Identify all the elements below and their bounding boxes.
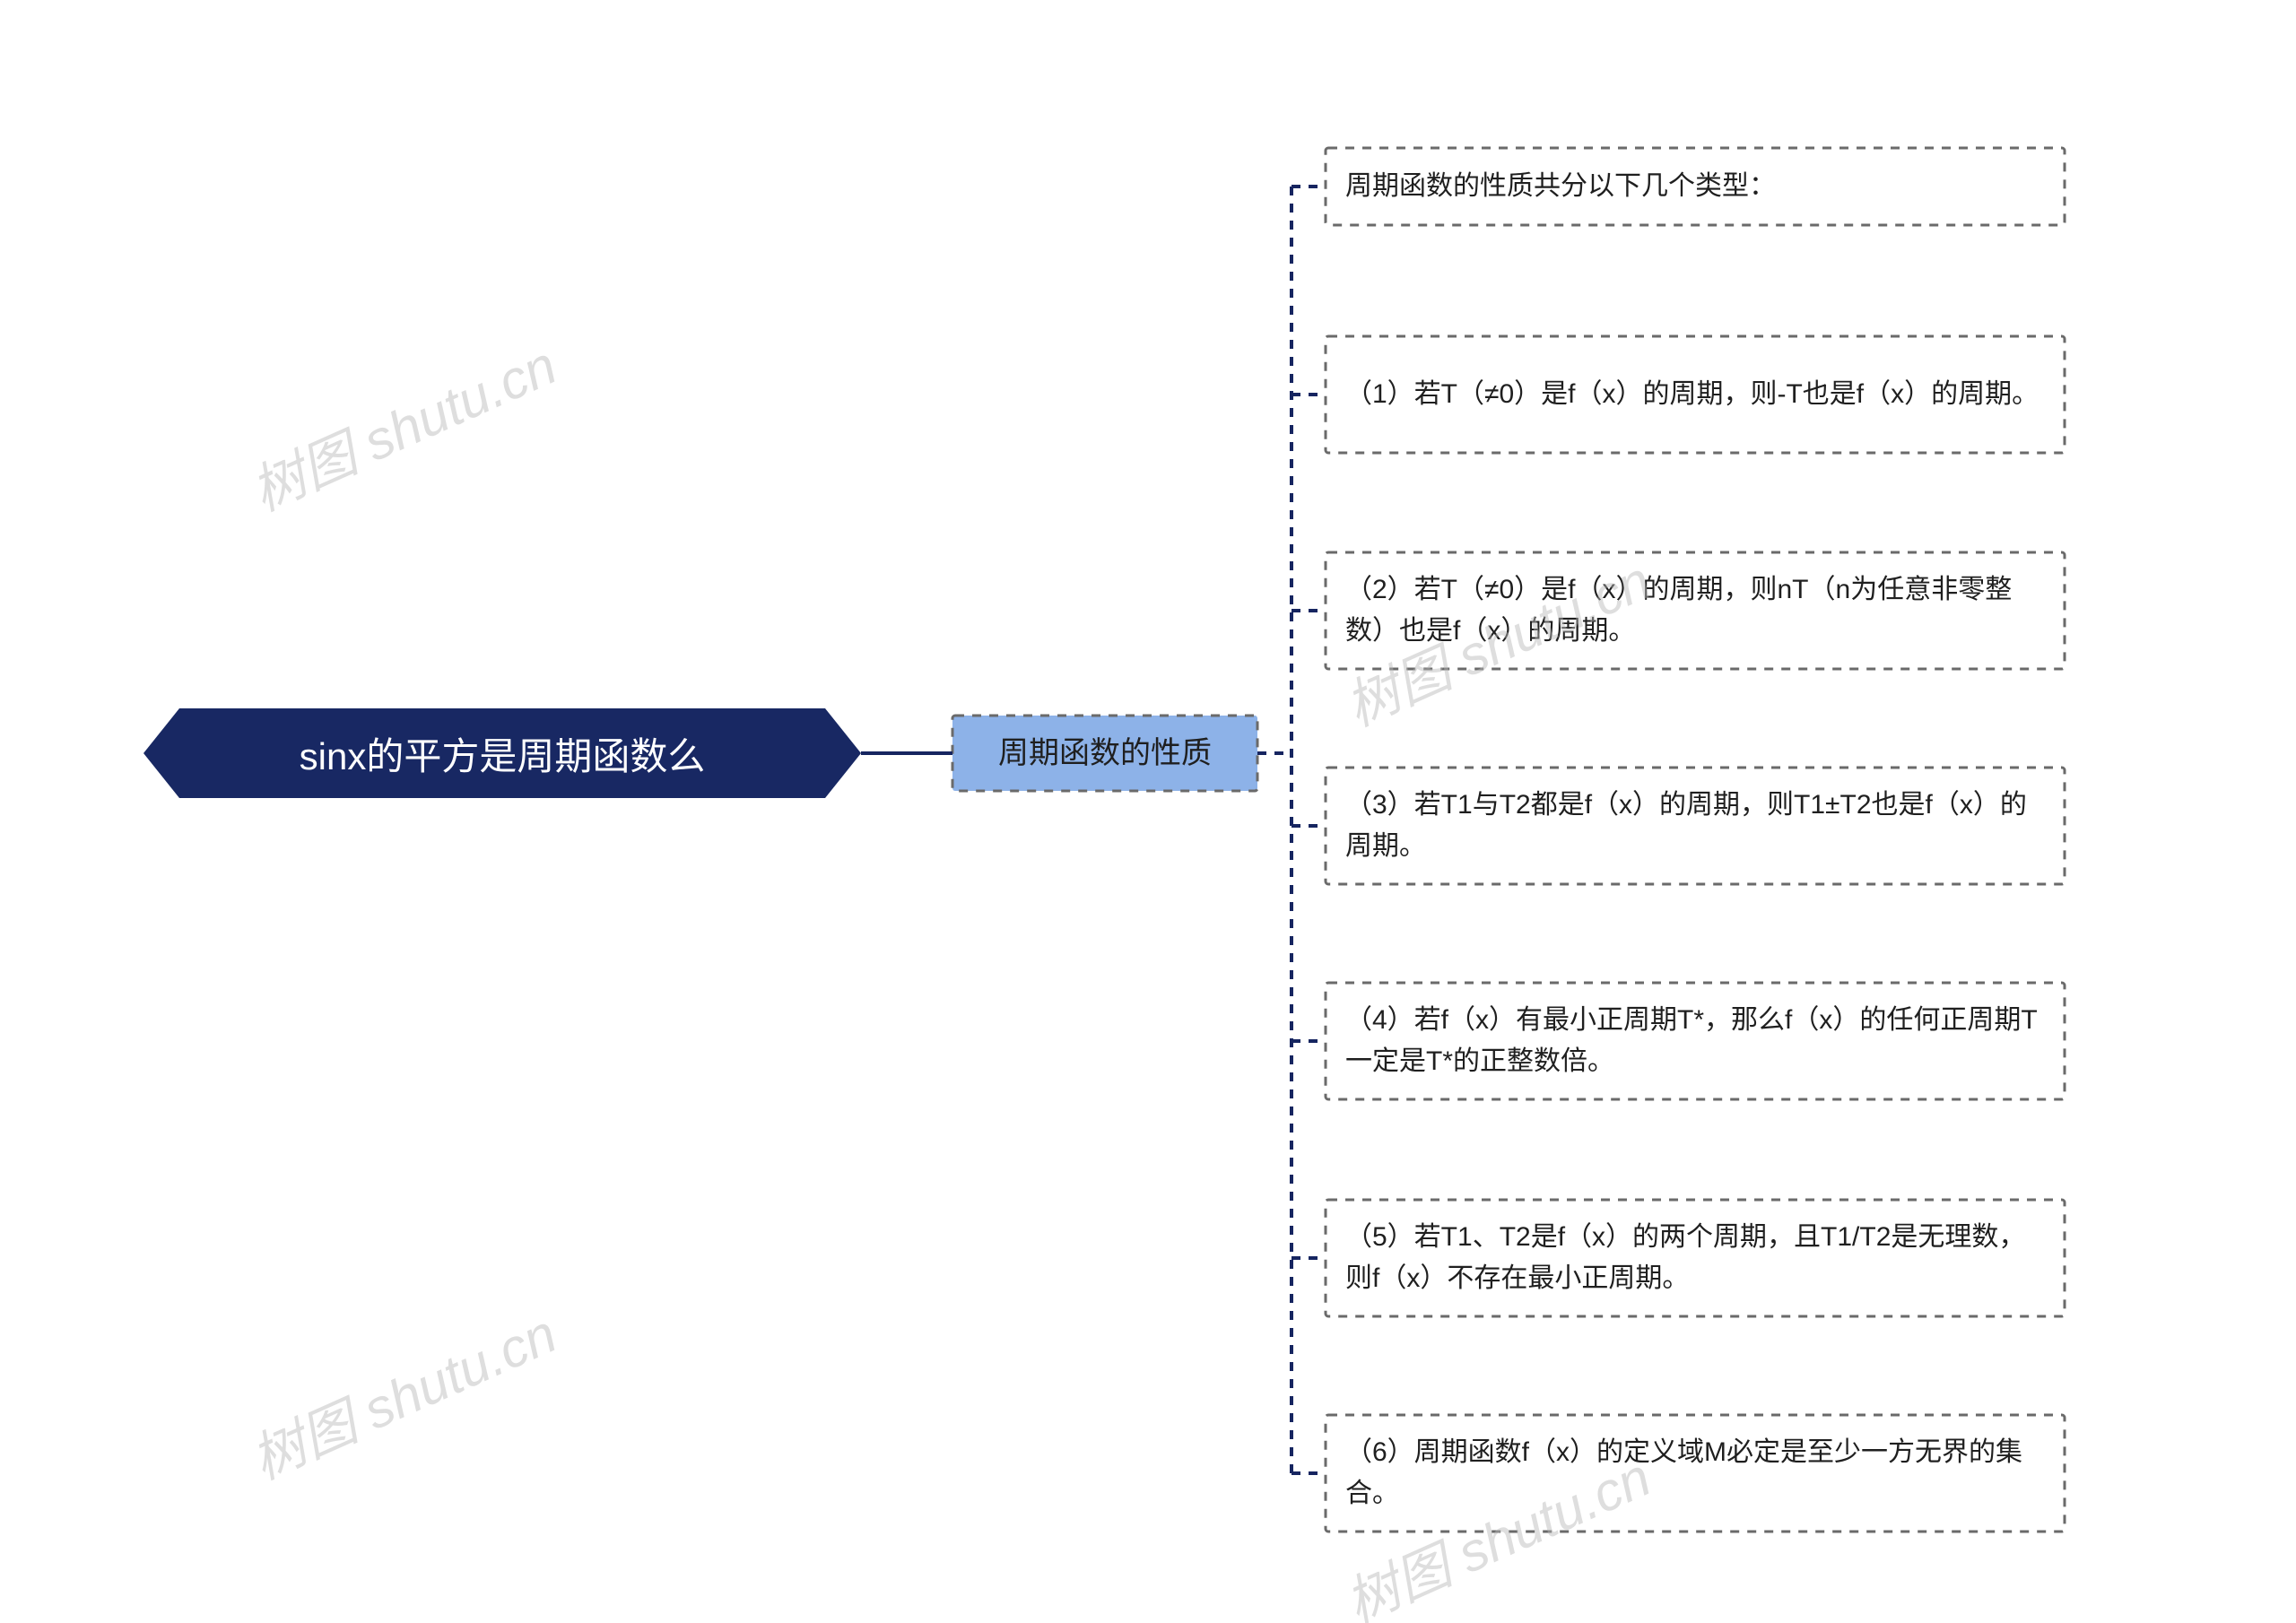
leaf-node-1[interactable]: （1）若T（≠0）是f（x）的周期，则-T也是f（x）的周期。 bbox=[1326, 336, 2065, 453]
watermark-1: 树图 shutu.cn bbox=[238, 1291, 567, 1495]
leaf-node-0-label: 周期函数的性质共分以下几个类型： bbox=[1326, 152, 1796, 222]
level2-node-label: 周期函数的性质 bbox=[978, 716, 1231, 792]
leaf-node-2-label: （2）若T（≠0）是f（x）的周期，则nT（n为任意非零整数）也是f（x）的周期… bbox=[1326, 555, 2065, 667]
leaf-node-3[interactable]: （3）若T1与T2都是f（x）的周期，则T1±T2也是f（x）的周期。 bbox=[1326, 768, 2065, 884]
leaf-node-0[interactable]: 周期函数的性质共分以下几个类型： bbox=[1326, 148, 2065, 225]
leaf-node-5[interactable]: （5）若T1、T2是f（x）的两个周期，且T1/T2是无理数，则f（x）不存在最… bbox=[1326, 1200, 2065, 1316]
leaf-node-4-label: （4）若f（x）有最小正周期T*，那么f（x）的任何正周期T一定是T*的正整数倍… bbox=[1326, 985, 2065, 1098]
diagram-stage: sinx的平方是周期函数么 周期函数的性质 周期函数的性质共分以下几个类型： （1）若… bbox=[0, 0, 2296, 1623]
leaf-node-1-label: （1）若T（≠0）是f（x）的周期，则-T也是f（x）的周期。 bbox=[1326, 360, 2058, 430]
leaf-node-4[interactable]: （4）若f（x）有最小正周期T*，那么f（x）的任何正周期T一定是T*的正整数倍… bbox=[1326, 983, 2065, 1099]
leaf-node-2[interactable]: （2）若T（≠0）是f（x）的周期，则nT（n为任意非零整数）也是f（x）的周期… bbox=[1326, 552, 2065, 669]
watermark-0: 树图 shutu.cn bbox=[238, 323, 567, 526]
root-node-label: sinx的平方是周期函数么 bbox=[300, 726, 706, 781]
leaf-node-6[interactable]: （6）周期函数f（x）的定义域M必定是至少一方无界的集合。 bbox=[1326, 1415, 2065, 1532]
leaf-node-5-label: （5）若T1、T2是f（x）的两个周期，且T1/T2是无理数，则f（x）不存在最… bbox=[1326, 1202, 2065, 1315]
root-node[interactable]: sinx的平方是周期函数么 bbox=[144, 708, 861, 798]
leaf-node-3-label: （3）若T1与T2都是f（x）的周期，则T1±T2也是f（x）的周期。 bbox=[1326, 770, 2065, 882]
leaf-node-6-label: （6）周期函数f（x）的定义域M必定是至少一方无界的集合。 bbox=[1326, 1418, 2065, 1530]
level2-node[interactable]: 周期函数的性质 bbox=[952, 716, 1257, 791]
